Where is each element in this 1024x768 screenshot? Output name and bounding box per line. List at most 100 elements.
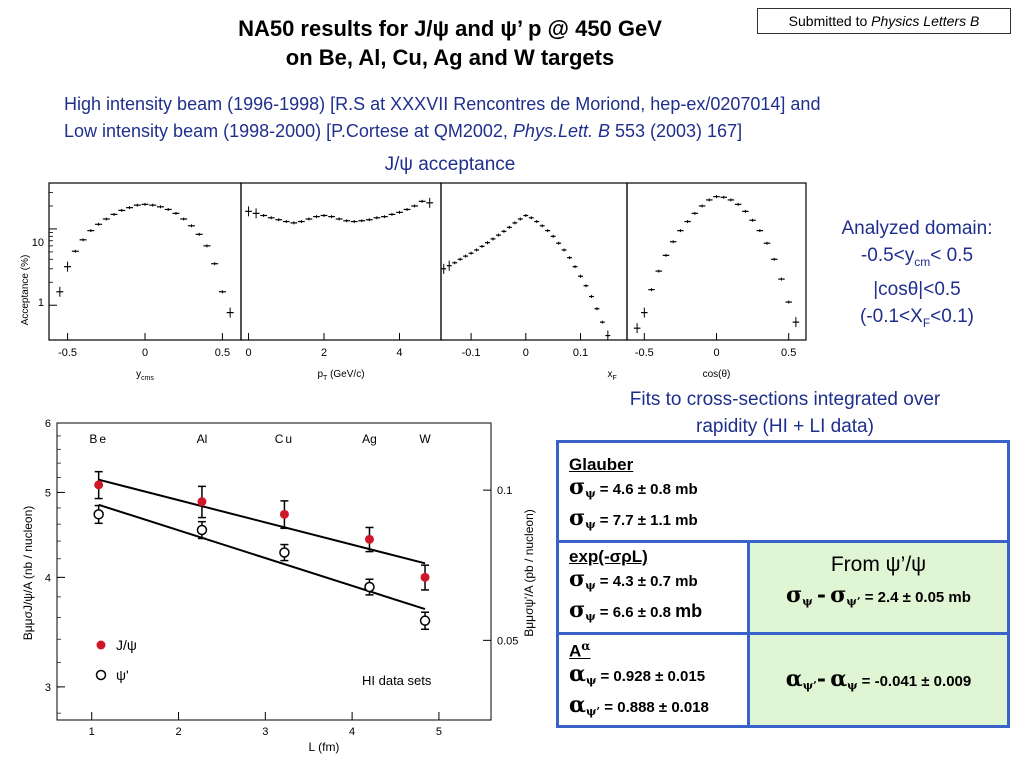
fits-line-2: rapidity (HI + LI data) bbox=[696, 416, 874, 437]
acc-xtick-label: 0 bbox=[142, 347, 148, 359]
legend-psip-label: ψ' bbox=[116, 667, 129, 683]
acc-panel-frame bbox=[48, 182, 242, 341]
xs-fit-line bbox=[98, 503, 426, 611]
acc-panel-frame bbox=[240, 182, 442, 341]
alpha-diff-line: αψ’- αψ = -0.041 ± 0.009 bbox=[750, 667, 1007, 698]
alpha-diff-box: αψ’- αψ = -0.041 ± 0.009 bbox=[750, 632, 1010, 728]
acc-xtick-label: 0.5 bbox=[215, 347, 230, 359]
glauber-value-2: = 7.7 ± 1.1 mb bbox=[599, 512, 698, 529]
sigma-symbol: σ bbox=[569, 566, 586, 592]
acc-xtick-label: 0 bbox=[523, 347, 529, 359]
ycm-sub: cm bbox=[914, 254, 931, 269]
psip-sub: ψ’ bbox=[585, 704, 601, 718]
xs-target-label: Al bbox=[197, 432, 208, 446]
submitted-journal: Physics Letters B bbox=[871, 13, 980, 29]
exp-value-2: = 6.6 ± 0.8 bbox=[599, 604, 676, 621]
xs-point-psip bbox=[93, 509, 104, 520]
acc-xtick-label: 0 bbox=[245, 347, 251, 359]
xs-point-jpsi bbox=[364, 534, 374, 544]
psi-sub: ψ bbox=[847, 679, 858, 692]
title-line-2: on Be, Al, Cu, Ag and W targets bbox=[285, 45, 615, 70]
xs-target-label: Be bbox=[89, 432, 108, 446]
xs-xtick-label: 1 bbox=[89, 726, 95, 738]
minus-symbol: - bbox=[816, 582, 826, 608]
acc-xtick-label: 0 bbox=[713, 347, 719, 359]
acc-xlabel: ycms bbox=[136, 369, 154, 382]
acc-xtick-label: -0.1 bbox=[462, 347, 481, 359]
psip-sub: ψ’ bbox=[802, 679, 817, 692]
beam-line-2: Low intensity beam (1998-2000) [P.Cortes… bbox=[64, 118, 1014, 145]
analyzed-domain: Analyzed domain: -0.5<ycm< 0.5 |cosθ|<0.… bbox=[812, 215, 1022, 337]
acc-xtick-label: 0.5 bbox=[781, 347, 796, 359]
xs-point-jpsi bbox=[279, 509, 289, 519]
psi-sub: ψ bbox=[585, 487, 596, 500]
alpha-symbol: α bbox=[569, 691, 586, 718]
acc-ytick-10: 10 bbox=[32, 237, 44, 249]
glauber-box: Glauber σψ = 4.6 ± 0.8 mb σψ = 7.7 ± 1.1… bbox=[556, 440, 1010, 543]
psi-sub: ψ bbox=[585, 673, 597, 687]
psip-sub: ψ’ bbox=[846, 595, 861, 608]
xs-ytick-label: 5 bbox=[45, 487, 51, 499]
acc-xtick-label: -0.5 bbox=[58, 347, 77, 359]
xs-point-jpsi bbox=[94, 480, 104, 490]
acceptance-title: J/ψ acceptance bbox=[384, 154, 516, 175]
psi-sub: ψ bbox=[585, 518, 596, 531]
from-ratio-box: From ψ’/ψ σψ - σψ’ = 2.4 ± 0.05 mb bbox=[750, 540, 1010, 635]
xs-xtick-label: 5 bbox=[436, 726, 442, 738]
xs-xlabel: L (fm) bbox=[309, 740, 340, 754]
xs-point-jpsi bbox=[420, 572, 430, 582]
sigma-diff-value: = 2.4 ± 0.05 mb bbox=[864, 589, 971, 606]
analyzed-xf: (-0.1<XF<0.1) bbox=[812, 303, 1022, 337]
psi-sub: ψ bbox=[585, 579, 596, 592]
alpha-symbol: α bbox=[785, 666, 803, 692]
xs-target-label: W bbox=[419, 432, 431, 446]
xs-xtick-label: 3 bbox=[262, 726, 268, 738]
xs-xtick-label: 4 bbox=[349, 726, 355, 738]
sigma-symbol: σ bbox=[569, 474, 586, 500]
alpha-symbol: α bbox=[830, 666, 848, 692]
ycm-b: < 0.5 bbox=[930, 245, 974, 266]
exp-line-1: σψ = 4.3 ± 0.7 mb bbox=[569, 567, 737, 598]
xs-point-psip bbox=[364, 581, 375, 593]
minus-symbol: - bbox=[816, 666, 827, 692]
alpha-line-1: αψ = 0.928 ± 0.015 bbox=[569, 660, 737, 693]
acc-xtick-label: 4 bbox=[396, 347, 402, 359]
alpha-sup: α bbox=[581, 639, 591, 653]
sigma-symbol: σ bbox=[569, 597, 586, 623]
xs-point-psip bbox=[279, 547, 290, 558]
acc-xtick-label: 2 bbox=[321, 347, 327, 359]
from-ratio-label: From ψ’/ψ bbox=[830, 553, 927, 576]
xs-fit-line bbox=[98, 478, 426, 565]
alpha-diff-value: = -0.041 ± 0.009 bbox=[861, 673, 972, 690]
alpha-symbol: α bbox=[569, 660, 586, 687]
acc-xlabel: cos(θ) bbox=[703, 369, 731, 380]
exp-header: exp(-σρL) bbox=[569, 547, 648, 566]
exp-value-2-unit: mb bbox=[675, 601, 703, 621]
title-line-1: NA50 results for J/ψ and ψ’ p @ 450 GeV bbox=[238, 16, 662, 41]
xf-b: <0.1) bbox=[930, 305, 975, 327]
alpha-value-1: = 0.928 ± 0.015 bbox=[600, 667, 706, 685]
legend-jpsi-label: J/ψ bbox=[116, 637, 137, 653]
acceptance-chart: Acceptance (%) 10 1 -0.5 0 0.5 ycms 0 2 4 pT (G… bbox=[20, 182, 807, 382]
xs-annotation: HI data sets bbox=[362, 673, 432, 688]
cross-section-chart: 3 4 5 6 0.05 0.1 1 2 3 4 5 Be Al Cu Ag W L (fm) BμμσJ/ψ… bbox=[21, 418, 536, 754]
acc-ylabel: Acceptance (%) bbox=[20, 255, 31, 326]
acc-xlabel: xF bbox=[607, 369, 616, 382]
analyzed-ycm: -0.5<ycm< 0.5 bbox=[812, 242, 1022, 276]
submitted-badge: Submitted to Physics Letters B bbox=[757, 8, 1011, 34]
xs-ylabel: BμμσJ/ψ/A (nb / nucleon) bbox=[21, 506, 35, 641]
psi-sub: ψ bbox=[802, 595, 813, 608]
acc-xlabel: pT (GeV/c) bbox=[317, 369, 364, 382]
page-title: NA50 results for J/ψ and ψ’ p @ 450 GeV … bbox=[150, 14, 750, 72]
exp-value-1: = 4.3 ± 0.7 mb bbox=[599, 573, 698, 590]
xs-point-jpsi bbox=[197, 497, 207, 507]
xs-target-label: Ag bbox=[362, 432, 377, 446]
beam-line-2-a: Low intensity beam (1998-2000) [P.Cortes… bbox=[64, 121, 513, 141]
xf-sub: F bbox=[922, 315, 931, 330]
exp-line-2: σψ = 6.6 ± 0.8 mb bbox=[569, 598, 737, 629]
alpha-value-2: = 0.888 ± 0.018 bbox=[604, 698, 709, 716]
xs-xtick-label: 2 bbox=[175, 726, 181, 738]
beam-description: High intensity beam (1996-1998) [R.S at … bbox=[64, 91, 1014, 145]
xs-frame bbox=[56, 422, 492, 721]
sigma-symbol: σ bbox=[786, 582, 803, 608]
